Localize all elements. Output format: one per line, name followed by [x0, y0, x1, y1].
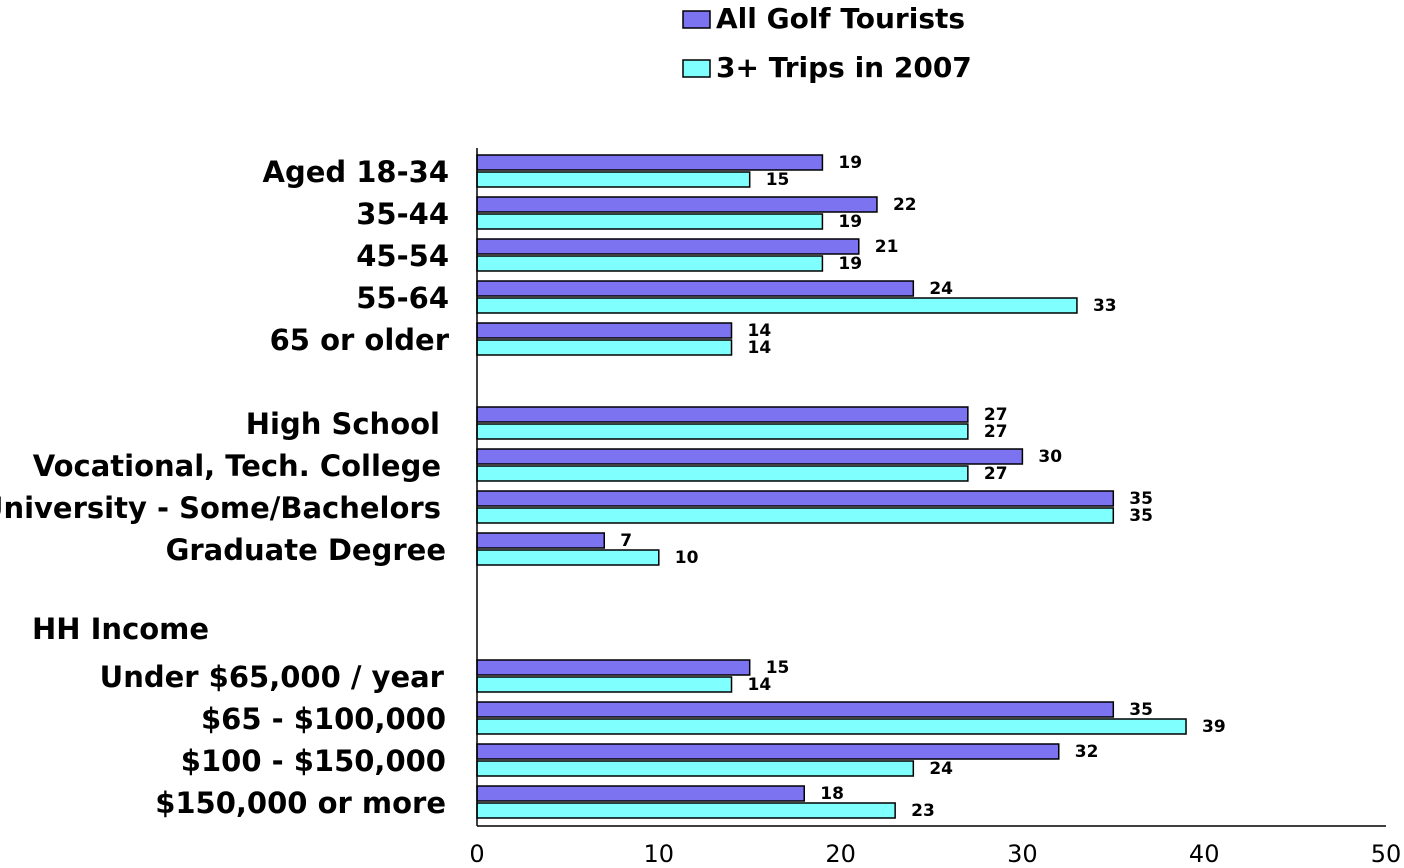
bar-all-golf-tourists-8	[476, 532, 606, 549]
legend-label: 3+ Trips in 2007	[716, 51, 972, 84]
category-label: $150,000 or more	[155, 786, 446, 820]
value-label: 14	[748, 675, 772, 695]
value-label: 7	[620, 531, 632, 551]
bar-all-golf-tourists-1	[476, 196, 878, 213]
legend-swatch	[682, 10, 711, 29]
category-label: 55-64	[356, 281, 449, 315]
x-tick-label: 0	[469, 840, 484, 868]
bar-all-golf-tourists-11	[476, 743, 1060, 760]
category-label: 65 or older	[270, 323, 450, 357]
legend: All Golf Tourists 3+ Trips in 2007	[682, 2, 972, 84]
category-label: $65 - $100,000	[201, 702, 446, 736]
value-label: 24	[929, 279, 953, 299]
bar-3-plus-trips-2	[476, 255, 824, 272]
bar-all-golf-tourists-5	[476, 406, 969, 423]
value-label: 15	[766, 170, 790, 190]
value-label: 33	[1093, 296, 1117, 316]
bar-3-plus-trips-10	[476, 718, 1187, 735]
value-label: 27	[984, 422, 1008, 442]
value-label: 27	[984, 464, 1008, 484]
value-label: 23	[911, 801, 935, 821]
value-label: 14	[748, 338, 772, 358]
bar-3-plus-trips-1	[476, 213, 824, 230]
value-label: 24	[929, 759, 953, 779]
axes-group: 0 10 20 30 40 50	[469, 148, 1401, 868]
bar-3-plus-trips-0	[476, 171, 751, 188]
bar-3-plus-trips-6	[476, 465, 969, 482]
value-label: 18	[820, 784, 844, 804]
x-tick-label: 40	[1189, 840, 1220, 868]
bar-all-golf-tourists-3	[476, 280, 915, 297]
bar-3-plus-trips-7	[476, 507, 1115, 524]
bar-all-golf-tourists-6	[476, 448, 1024, 465]
x-tick-label: 20	[825, 840, 856, 868]
bar-3-plus-trips-3	[476, 297, 1078, 314]
value-label: 21	[875, 237, 899, 257]
category-label: Aged 18-34	[263, 155, 449, 189]
bar-all-golf-tourists-0	[476, 154, 824, 171]
value-label: 35	[1129, 489, 1153, 509]
value-label: 30	[1038, 447, 1062, 467]
value-label: 32	[1075, 742, 1099, 762]
legend-swatch	[682, 59, 711, 78]
legend-label: All Golf Tourists	[716, 2, 965, 35]
bar-3-plus-trips-5	[476, 423, 969, 440]
category-label: Under $65,000 / year	[100, 660, 445, 694]
category-label: Vocational, Tech. College	[33, 449, 441, 483]
category-labels-group: Aged 18-34 35-44 45-54 55-64 65 or older High…	[0, 155, 450, 820]
x-tick-label: 10	[644, 840, 675, 868]
category-label: Graduate Degree	[166, 533, 446, 567]
value-label: 19	[838, 212, 862, 232]
bar-all-golf-tourists-2	[476, 238, 860, 255]
bars-group: 1915221921192433141427273027353571015143…	[476, 153, 1226, 821]
category-label: High School	[246, 407, 440, 441]
bar-3-plus-trips-4	[476, 339, 733, 356]
bar-all-golf-tourists-7	[476, 490, 1115, 507]
section-header-hh-income: HH Income	[32, 612, 209, 646]
value-label: 15	[766, 658, 790, 678]
bar-all-golf-tourists-4	[476, 322, 733, 339]
category-label: $100 - $150,000	[181, 744, 446, 778]
bar-all-golf-tourists-10	[476, 701, 1115, 718]
category-label: 35-44	[356, 197, 449, 231]
value-label: 19	[838, 153, 862, 173]
bar-3-plus-trips-9	[476, 676, 733, 693]
value-label: 10	[675, 548, 699, 568]
value-label: 27	[984, 405, 1008, 425]
value-label: 14	[748, 321, 772, 341]
value-label: 19	[838, 254, 862, 274]
value-label: 39	[1202, 717, 1226, 737]
x-tick-label: 30	[1007, 840, 1038, 868]
value-label: 35	[1129, 506, 1153, 526]
bar-3-plus-trips-11	[476, 760, 915, 777]
value-label: 35	[1129, 700, 1153, 720]
bar-all-golf-tourists-12	[476, 785, 805, 802]
bar-3-plus-trips-8	[476, 549, 660, 566]
x-tick-label: 50	[1371, 840, 1402, 868]
bar-3-plus-trips-12	[476, 802, 896, 819]
category-label: 45-54	[356, 239, 449, 273]
bar-all-golf-tourists-9	[476, 659, 751, 676]
category-label: University - Some/Bachelors	[0, 491, 441, 525]
value-label: 22	[893, 195, 917, 215]
